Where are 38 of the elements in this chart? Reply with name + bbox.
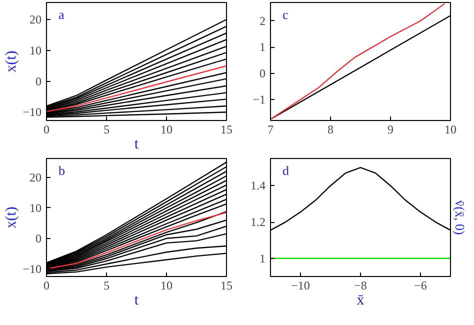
annotation: d [282,163,290,178]
y-tick-label: 2 [260,14,266,28]
x-tick-label: −10 [291,278,310,292]
y-axis-title: x(t) [4,206,20,228]
y-tick-label: 0 [36,231,42,246]
y-tick-label: 10 [30,200,42,215]
y-tick-label: 0 [36,74,42,88]
x-tick-label: 15 [220,278,232,292]
x-tick-label: 9 [388,122,394,136]
x-tick-label: 5 [104,278,110,292]
annotation: a [58,7,64,22]
y-tick-label: −1 [252,92,266,107]
x-tick-label: 5 [104,122,110,136]
annotation: b [58,163,65,178]
x-tick-label: 7 [268,122,274,136]
x-tick-label: 10 [160,122,172,136]
y-tick-label: 1.4 [250,178,266,193]
x-axis-title: x̄ [356,292,365,308]
y-tick-label: 0 [260,66,266,80]
x-axis-title: t [134,292,140,308]
x-tick-label: 15 [220,122,232,136]
x-tick-label: −6 [414,278,427,292]
y-tick-label: 20 [30,170,42,184]
x-tick-label: −8 [354,278,367,292]
y-tick-label: 1 [260,251,266,266]
y-tick-label: −10 [22,105,42,120]
y-axis-title: x(t) [4,50,20,72]
y-tick-label: 20 [30,12,42,26]
y-tick-label: 1.2 [250,215,266,230]
x-tick-label: 10 [444,122,456,136]
y-tick-label: 10 [30,43,42,58]
x-tick-label: 8 [328,122,334,136]
y-tick-label: −10 [22,262,42,276]
y2-axis-title: v̄(x̄, 0) [452,200,468,235]
x-tick-label: 10 [160,278,172,292]
y-tick-label: 1 [260,40,266,54]
x-axis-title: t [134,136,140,152]
annotation: c [282,7,288,22]
